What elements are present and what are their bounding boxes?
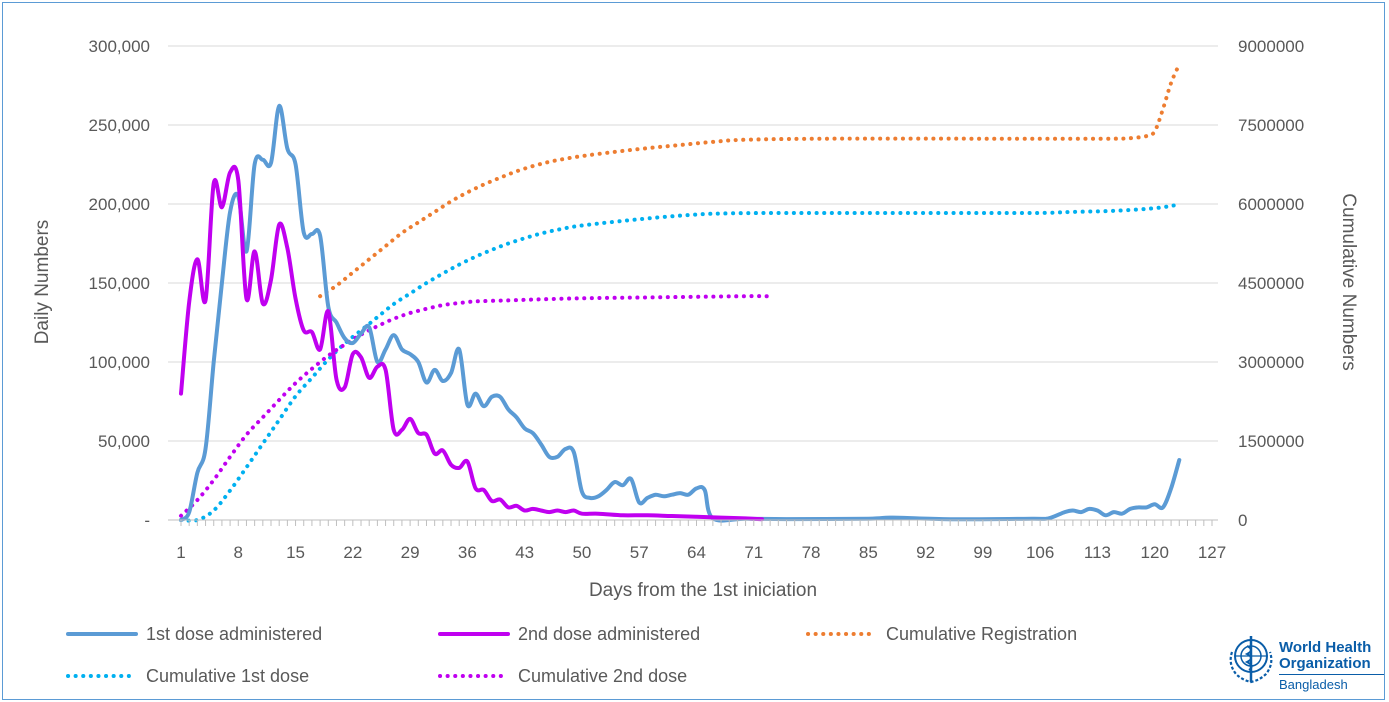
logo-line-2: Organization: [1279, 655, 1371, 672]
y2-tick-label: 6000000: [1238, 195, 1304, 214]
y2-tick-label: 7500000: [1238, 116, 1304, 135]
who-logo: World Health Organization Bangladesh: [1226, 632, 1386, 696]
x-tick-label: 1: [176, 543, 185, 562]
series-layer: [179, 62, 1182, 523]
x-axis-title: Days from the 1st iniciation: [589, 580, 817, 601]
right-axis-ticks: 0 1500000 3000000 4500000 6000000 7500000 9000…: [1238, 37, 1304, 530]
x-tick-label: 64: [687, 543, 706, 562]
legend-label: 1st dose administered: [146, 624, 322, 644]
x-tick-label: 29: [401, 543, 420, 562]
y-tick-label: 150,000: [89, 274, 150, 293]
x-tick-label: 85: [859, 543, 878, 562]
series-line-cumulative-registration: [318, 62, 1182, 299]
series-line-1st-dose-administered: [179, 103, 1182, 523]
legend-label: Cumulative 2nd dose: [518, 666, 687, 686]
series-line-cumulative-1st-dose: [179, 202, 1182, 523]
legend-label: 2nd dose administered: [518, 624, 700, 644]
x-tick-label: 71: [744, 543, 763, 562]
y2-tick-label: 3000000: [1238, 353, 1304, 372]
y-tick-label: 100,000: [89, 353, 150, 372]
y2-tick-label: 4500000: [1238, 274, 1304, 293]
x-tick-label: 36: [458, 543, 477, 562]
y2-tick-label: 9000000: [1238, 37, 1304, 56]
logo-line-1: World Health: [1279, 639, 1372, 656]
x-tick-label: 106: [1026, 543, 1054, 562]
who-emblem-icon: [1229, 636, 1273, 684]
left-axis-ticks: - 50,000 100,000 150,000 200,000 250,000 300,0…: [89, 37, 150, 530]
y-tick-label: 300,000: [89, 37, 150, 56]
y-tick-label: -: [144, 511, 150, 530]
legend-label: Cumulative 1st dose: [146, 666, 309, 686]
y-tick-label: 250,000: [89, 116, 150, 135]
series-line-2nd-dose-administered: [179, 164, 764, 522]
y2-tick-label: 0: [1238, 511, 1247, 530]
x-tick-label: 15: [286, 543, 305, 562]
legend-label: Cumulative Registration: [886, 624, 1077, 644]
logo-line-3: Bangladesh: [1279, 677, 1348, 692]
logo-rule: [1279, 674, 1384, 675]
x-tick-label: 127: [1198, 543, 1226, 562]
x-tick-label: 113: [1084, 543, 1111, 562]
x-tick-label: 78: [802, 543, 821, 562]
x-tick-label: 99: [973, 543, 992, 562]
legend: 1st dose administered 2nd dose administer…: [66, 624, 1077, 686]
x-axis-ticks: 1 8 15 22 29 36 43 50 57 64 71 78 85 92 99 106 113 120 127: [176, 520, 1226, 562]
x-tick-label: 43: [515, 543, 534, 562]
x-tick-label: 120: [1141, 543, 1169, 562]
y-tick-label: 50,000: [98, 432, 150, 451]
gridlines: [168, 45, 1218, 442]
x-tick-label: 22: [343, 543, 362, 562]
y2-axis-title: Cumulative Numbers: [1338, 193, 1359, 370]
y-axis-title: Daily Numbers: [32, 220, 53, 345]
y-tick-label: 200,000: [89, 195, 150, 214]
x-tick-label: 8: [234, 543, 243, 562]
x-tick-label: 92: [916, 543, 935, 562]
y2-tick-label: 1500000: [1238, 432, 1304, 451]
x-tick-label: 50: [572, 543, 591, 562]
x-tick-label: 57: [630, 543, 649, 562]
